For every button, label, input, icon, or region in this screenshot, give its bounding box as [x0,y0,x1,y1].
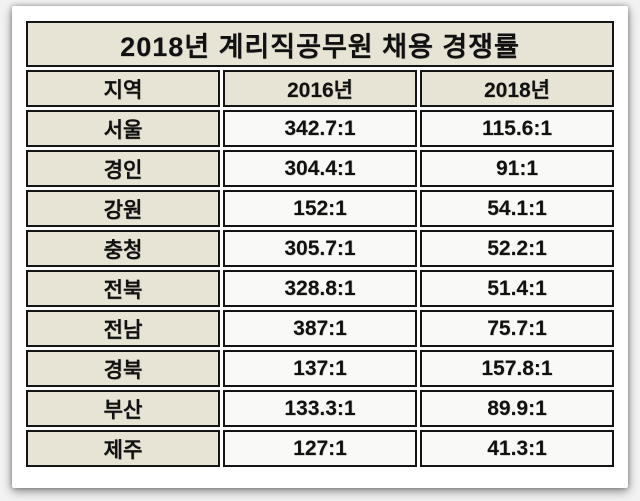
table-card: 2018년 계리직공무원 채용 경쟁률 지역 2016년 2018년 서울 342… [12,6,628,488]
value-cell: 304.4:1 [223,150,417,187]
table-title: 2018년 계리직공무원 채용 경쟁률 [26,21,614,67]
value-cell: 328.8:1 [223,270,417,307]
region-cell: 경북 [26,350,220,387]
value-cell: 89.9:1 [420,390,614,427]
region-cell: 충청 [26,230,220,267]
table-head: 2018년 계리직공무원 채용 경쟁률 지역 2016년 2018년 [26,21,614,107]
region-cell: 제주 [26,430,220,467]
region-cell: 경인 [26,150,220,187]
value-cell: 152:1 [223,190,417,227]
table-row: 강원 152:1 54.1:1 [26,190,614,227]
title-row: 2018년 계리직공무원 채용 경쟁률 [26,21,614,67]
value-cell: 137:1 [223,350,417,387]
value-cell: 305.7:1 [223,230,417,267]
table-row: 경북 137:1 157.8:1 [26,350,614,387]
value-cell: 133.3:1 [223,390,417,427]
table-body: 서울 342.7:1 115.6:1 경인 304.4:1 91:1 강원 152:1 54.1… [26,110,614,467]
column-header-2018: 2018년 [420,70,614,107]
value-cell: 52.2:1 [420,230,614,267]
value-cell: 157.8:1 [420,350,614,387]
value-cell: 115.6:1 [420,110,614,147]
region-cell: 서울 [26,110,220,147]
value-cell: 54.1:1 [420,190,614,227]
table-row: 제주 127:1 41.3:1 [26,430,614,467]
value-cell: 387:1 [223,310,417,347]
region-cell: 전남 [26,310,220,347]
region-cell: 전북 [26,270,220,307]
header-row: 지역 2016년 2018년 [26,70,614,107]
column-header-2016: 2016년 [223,70,417,107]
column-header-region: 지역 [26,70,220,107]
table-row: 충청 305.7:1 52.2:1 [26,230,614,267]
table-row: 부산 133.3:1 89.9:1 [26,390,614,427]
value-cell: 91:1 [420,150,614,187]
value-cell: 342.7:1 [223,110,417,147]
value-cell: 75.7:1 [420,310,614,347]
region-cell: 부산 [26,390,220,427]
value-cell: 51.4:1 [420,270,614,307]
table-row: 전북 328.8:1 51.4:1 [26,270,614,307]
table-row: 경인 304.4:1 91:1 [26,150,614,187]
table-row: 전남 387:1 75.7:1 [26,310,614,347]
region-cell: 강원 [26,190,220,227]
competition-ratio-table: 2018년 계리직공무원 채용 경쟁률 지역 2016년 2018년 서울 342… [23,18,617,470]
value-cell: 41.3:1 [420,430,614,467]
table-row: 서울 342.7:1 115.6:1 [26,110,614,147]
value-cell: 127:1 [223,430,417,467]
